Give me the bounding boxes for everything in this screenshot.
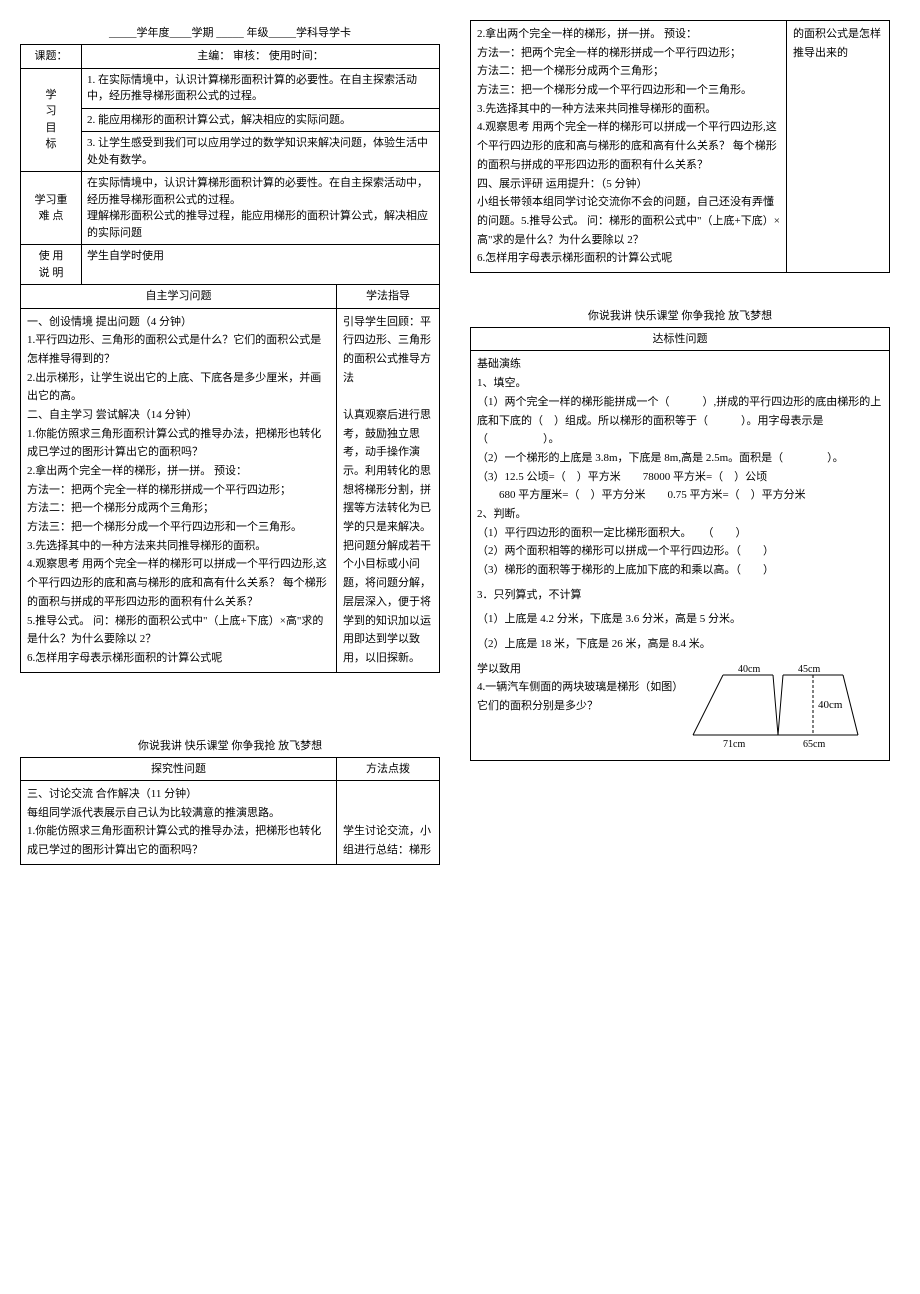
tagline-1: 你说我讲 快乐课堂 你争我抢 放飞梦想 [20,733,440,757]
fill-2: （2）一个梯形的上底是 3.8m，下底是 8m,高是 2.5m。面积是（ ）。 [477,449,883,468]
fill-4: 680 平方厘米=（ ）平方分米 0.75 平方米=（ ）平方分米 [477,486,883,505]
apply-text: 4.一辆汽车侧面的两块玻璃是梯形（如图）它们的面积分别是多少？ [477,678,683,715]
objective-1: 1. 在实际情境中，认识计算梯形面积计算的必要性。在自主探索活动中，经历推导梯形… [82,68,440,108]
trap-bottom2: 65cm [803,739,825,750]
study-header-right: 学法指导 [337,285,440,309]
inquiry-header-left: 探究性问题 [21,757,337,781]
editor-line: 主编： 审核： 使用时间： [82,45,440,69]
trapezoid-svg: 40cm 45cm 40cm 71cm 65cm [683,660,883,750]
study-header-left: 自主学习问题 [21,285,337,309]
trapezoid-figure: 40cm 45cm 40cm 71cm 65cm [683,660,883,757]
objectives-label: 学 习 目 标 [21,68,82,172]
lower-section: 你说我讲 快乐课堂 你争我抢 放飞梦想 探究性问题 方法点拨 三、讨论交流 合作… [20,733,440,865]
assessment-table: 达标性问题 基础演练 1、填空。 （1）两个完全一样的梯形能拼成一个（ ）,拼成… [470,327,890,762]
continuation-left: 2.拿出两个完全一样的梯形，拼一拼。 预设： 方法一：把两个完全一样的梯形拼成一… [471,21,787,273]
calc-title: 3．只列算式，不计算 [477,586,883,605]
fill-1: （1）两个完全一样的梯形能拼成一个（ ）,拼成的平行四边形的底由梯形的上底和下底… [477,393,883,449]
basic-title: 基础演练 [477,355,883,374]
inquiry-table: 探究性问题 方法点拨 三、讨论交流 合作解决（11 分钟） 每组同学派代表展示自… [20,757,440,865]
judge-1: （1）平行四边形的面积一定比梯形面积大。 （ ） [477,524,883,543]
trap-height: 40cm [818,699,843,711]
subject-label: 课题： [21,45,82,69]
usage-content: 学生自学时使用 [82,245,440,285]
judge-3: （3）梯形的面积等于梯形的上底加下底的和乘以高。（ ） [477,561,883,580]
main-title: _____学年度____学期 _____ 年级_____学科导学卡 [20,20,440,44]
trap-top2: 45cm [798,664,820,675]
study-left-content: 一、创设情境 提出问题（4 分钟） 1.平行四边形、三角形的面积公式是什么？它们… [21,308,337,672]
calc-1: （1）上底是 4.2 分米，下底是 3.6 分米，高是 5 分米。 [477,610,883,629]
fill-3: （3）12.5 公顷=（ ）平方米 78000 平方米=（ ）公顷 [477,468,883,487]
fill-title: 1、填空。 [477,374,883,393]
left-page: _____学年度____学期 _____ 年级_____学科导学卡 课题： 主编… [20,20,440,865]
inquiry-right: 学生讨论交流，小组进行总结：梯形 [337,781,440,865]
trap-bottom1: 71cm [723,739,745,750]
inquiry-left: 三、讨论交流 合作解决（11 分钟） 每组同学派代表展示自己认为比较满意的推演思… [21,781,337,865]
assessment-header: 达标性问题 [471,327,890,351]
objective-2: 2. 能应用梯形的面积计算公式，解决相应的实际问题。 [82,108,440,132]
judge-title: 2、判断。 [477,505,883,524]
trap-top1: 40cm [738,664,760,675]
focus-label: 学习重 难 点 [21,172,82,245]
upper-section: _____学年度____学期 _____ 年级_____学科导学卡 课题： 主编… [20,20,440,673]
study-right-content: 引导学生回顾：平行四边形、三角形的面积公式推导方法 认真观察后进行思考，鼓励独立… [337,308,440,672]
objective-3: 3. 让学生感受到我们可以应用学过的数学知识来解决问题，体验生活中处处有数学。 [82,132,440,172]
right-page: 2.拿出两个完全一样的梯形，拼一拼。 预设： 方法一：把两个完全一样的梯形拼成一… [470,20,890,865]
apply-title: 学以致用 [477,660,683,679]
calc-2: （2）上底是 18 米，下底是 26 米，高是 8.4 米。 [477,635,883,654]
judge-2: （2）两个面积相等的梯形可以拼成一个平行四边形。（ ） [477,542,883,561]
usage-label: 使 用 说 明 [21,245,82,285]
focus-content: 在实际情境中，认识计算梯形面积计算的必要性。在自主探索活动中，经历推导梯形面积公… [82,172,440,245]
continuation-right: 的面积公式是怎样推导出来的 [787,21,890,273]
assessment-content: 基础演练 1、填空。 （1）两个完全一样的梯形能拼成一个（ ）,拼成的平行四边形… [471,351,890,761]
main-table: 课题： 主编： 审核： 使用时间： 学 习 目 标 1. 在实际情境中，认识计算… [20,44,440,673]
continuation-table: 2.拿出两个完全一样的梯形，拼一拼。 预设： 方法一：把两个完全一样的梯形拼成一… [470,20,890,273]
tagline-2: 你说我讲 快乐课堂 你争我抢 放飞梦想 [470,303,890,327]
inquiry-header-right: 方法点拨 [337,757,440,781]
